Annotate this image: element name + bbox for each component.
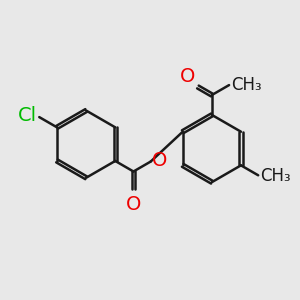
Text: Cl: Cl (18, 106, 37, 125)
Text: O: O (152, 151, 167, 170)
Text: CH₃: CH₃ (260, 167, 291, 185)
Text: CH₃: CH₃ (231, 76, 261, 94)
Text: O: O (180, 67, 196, 85)
Text: O: O (126, 195, 141, 214)
